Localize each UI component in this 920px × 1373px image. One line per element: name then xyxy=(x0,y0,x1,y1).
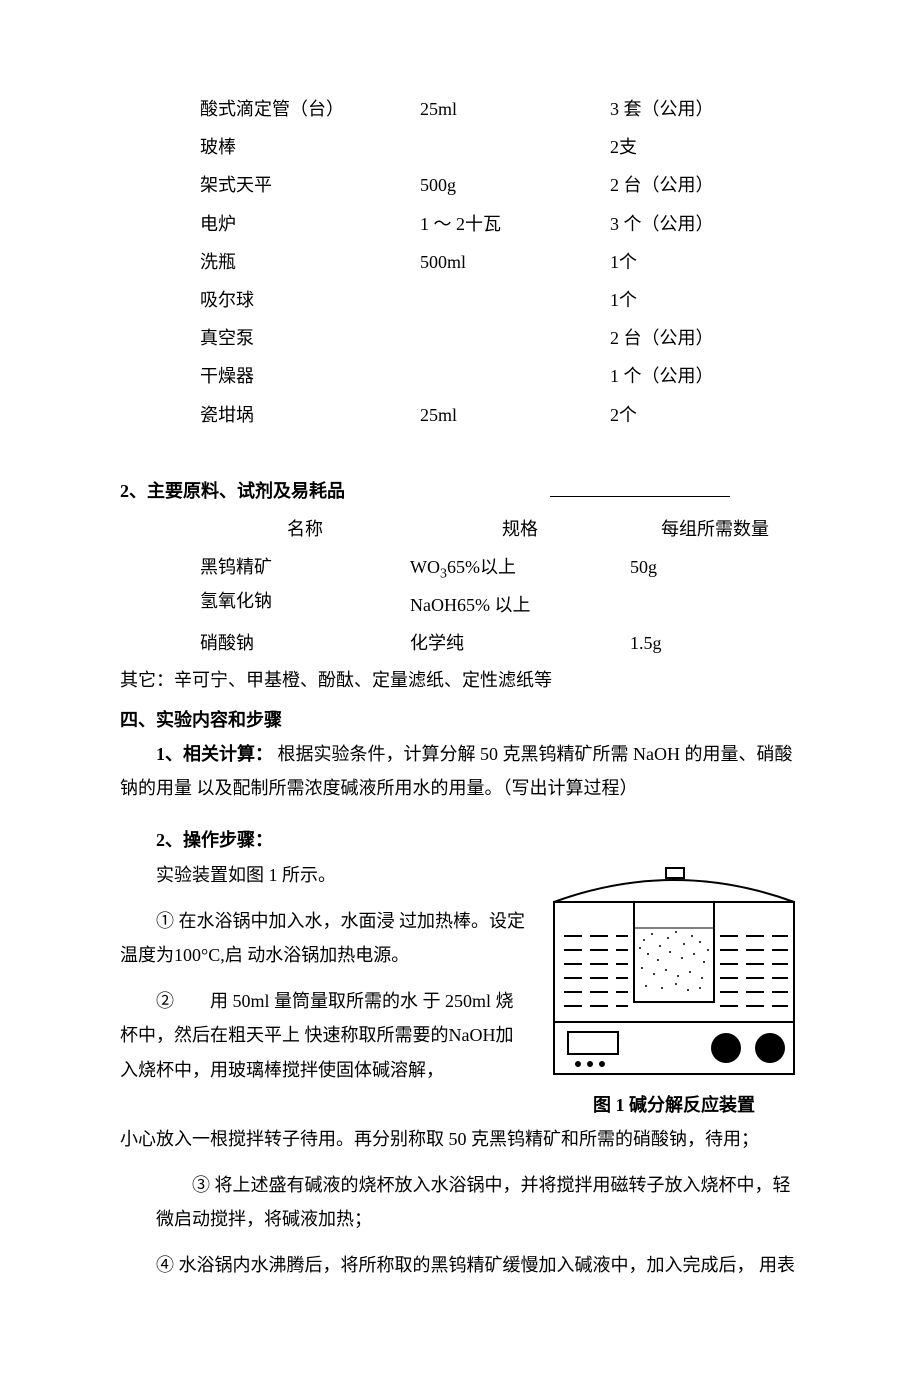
table-row: 真空泵 2 台（公用） xyxy=(200,319,880,357)
equip-spec xyxy=(420,128,610,166)
equip-name: 吸尔球 xyxy=(200,281,420,319)
equip-qty: 1个 xyxy=(610,243,880,281)
reagent-qty: 1.5g xyxy=(630,624,800,662)
equip-qty: 1 个（公用） xyxy=(610,357,880,395)
equip-name: 洗瓶 xyxy=(200,243,420,281)
reagent-table: 名称 规格 每组所需数量 黑钨精矿 氢氧化钠 WO365%以上 NaOH65% … xyxy=(120,510,800,663)
reagent-col-qty: 每组所需数量 xyxy=(630,510,800,548)
equip-qty: 2 台（公用） xyxy=(610,319,880,357)
equip-name: 瓷坩埚 xyxy=(200,396,420,434)
reagent-name: 黑钨精矿 xyxy=(200,557,272,577)
table-row: 电炉 1 ～ 2十瓦 3 个（公用） xyxy=(200,205,880,243)
reagent-qty: 50g xyxy=(630,557,657,577)
apparatus-diagram xyxy=(548,862,800,1082)
equip-name: 电炉 xyxy=(200,205,420,243)
step-2b: 小心放入一根搅拌转子待用。再分别称取 50 克黑钨精矿和所需的硝酸钠，待用； xyxy=(120,1122,800,1156)
page: 酸式滴定管（台） 25ml 3 套（公用） 玻棒 2支 架式天平 500g 2 … xyxy=(0,0,920,1373)
equip-spec: 500g xyxy=(420,166,610,204)
equip-qty: 2支 xyxy=(610,128,880,166)
step-4: ④ 水浴锅内水沸腾后，将所称取的黑钨精矿缓慢加入碱液中，加入完成后， 用表 xyxy=(120,1248,800,1282)
equip-spec xyxy=(420,281,610,319)
equip-qty: 3 套（公用） xyxy=(610,90,880,128)
reagent-spec: WO365%以上 xyxy=(410,557,516,577)
table-row: 黑钨精矿 氢氧化钠 WO365%以上 NaOH65% 以上 50g xyxy=(120,548,800,624)
reagent-col-name: 名称 xyxy=(200,510,410,548)
section-2-heading: 2、主要原料、试剂及易耗品 xyxy=(120,474,800,508)
equip-name: 玻棒 xyxy=(200,128,420,166)
equip-qty: 3 个（公用） xyxy=(610,205,880,243)
table-row: 名称 规格 每组所需数量 xyxy=(120,510,800,548)
table-row: 吸尔球 1个 xyxy=(200,281,880,319)
equip-name: 真空泵 xyxy=(200,319,420,357)
equip-qty: 2个 xyxy=(610,396,880,434)
table-row: 架式天平 500g 2 台（公用） xyxy=(200,166,880,204)
table-row: 酸式滴定管（台） 25ml 3 套（公用） xyxy=(200,90,880,128)
reagent-name: 硝酸钠 xyxy=(200,624,410,662)
table-row: 洗瓶 500ml 1个 xyxy=(200,243,880,281)
equip-name: 干燥器 xyxy=(200,357,420,395)
equip-qty: 1个 xyxy=(610,281,880,319)
equip-spec xyxy=(420,319,610,357)
reagent-col-spec: 规格 xyxy=(410,510,630,548)
ops-label: 2、操作步骤： xyxy=(120,823,800,857)
equip-spec: 1 ～ 2十瓦 xyxy=(420,205,610,243)
calc-paragraph: 1、相关计算： 根据实验条件，计算分解 50 克黑钨精矿所需 NaOH 的用量、… xyxy=(120,737,800,805)
reagent-spec: 化学纯 xyxy=(410,624,630,662)
calc-label: 1、相关计算： xyxy=(156,744,273,764)
figure-caption: 图 1 碱分解反应装置 xyxy=(548,1088,800,1122)
equipment-table: 酸式滴定管（台） 25ml 3 套（公用） 玻棒 2支 架式天平 500g 2 … xyxy=(200,90,880,434)
equip-qty: 2 台（公用） xyxy=(610,166,880,204)
table-row: 硝酸钠 化学纯 1.5g xyxy=(120,624,800,662)
equip-name: 架式天平 xyxy=(200,166,420,204)
step-3: ③ 将上述盛有碱液的烧杯放入水浴锅中，并将搅拌用磁转子放入烧杯中，轻微启动搅拌，… xyxy=(120,1168,800,1236)
reagent-name: 氢氧化钠 xyxy=(200,591,272,611)
equip-spec: 25ml xyxy=(420,90,610,128)
section-2-title: 2、主要原料、试剂及易耗品 xyxy=(120,481,345,501)
equip-name: 酸式滴定管（台） xyxy=(200,90,420,128)
reagent-spec: NaOH65% 以上 xyxy=(410,595,530,615)
other-reagents-line: 其它：辛可宁、甲基橙、酚酞、定量滤纸、定性滤纸等 xyxy=(120,663,800,697)
section-4-heading: 四、实验内容和步骤 xyxy=(120,703,800,737)
table-row: 玻棒 2支 xyxy=(200,128,880,166)
table-row: 瓷坩埚 25ml 2个 xyxy=(200,396,880,434)
equip-spec: 25ml xyxy=(420,396,610,434)
equip-spec: 500ml xyxy=(420,243,610,281)
table-row: 干燥器 1 个（公用） xyxy=(200,357,880,395)
underline-rule xyxy=(550,496,730,497)
figure-1: 图 1 碱分解反应装置 xyxy=(548,862,800,1122)
equip-spec xyxy=(420,357,610,395)
